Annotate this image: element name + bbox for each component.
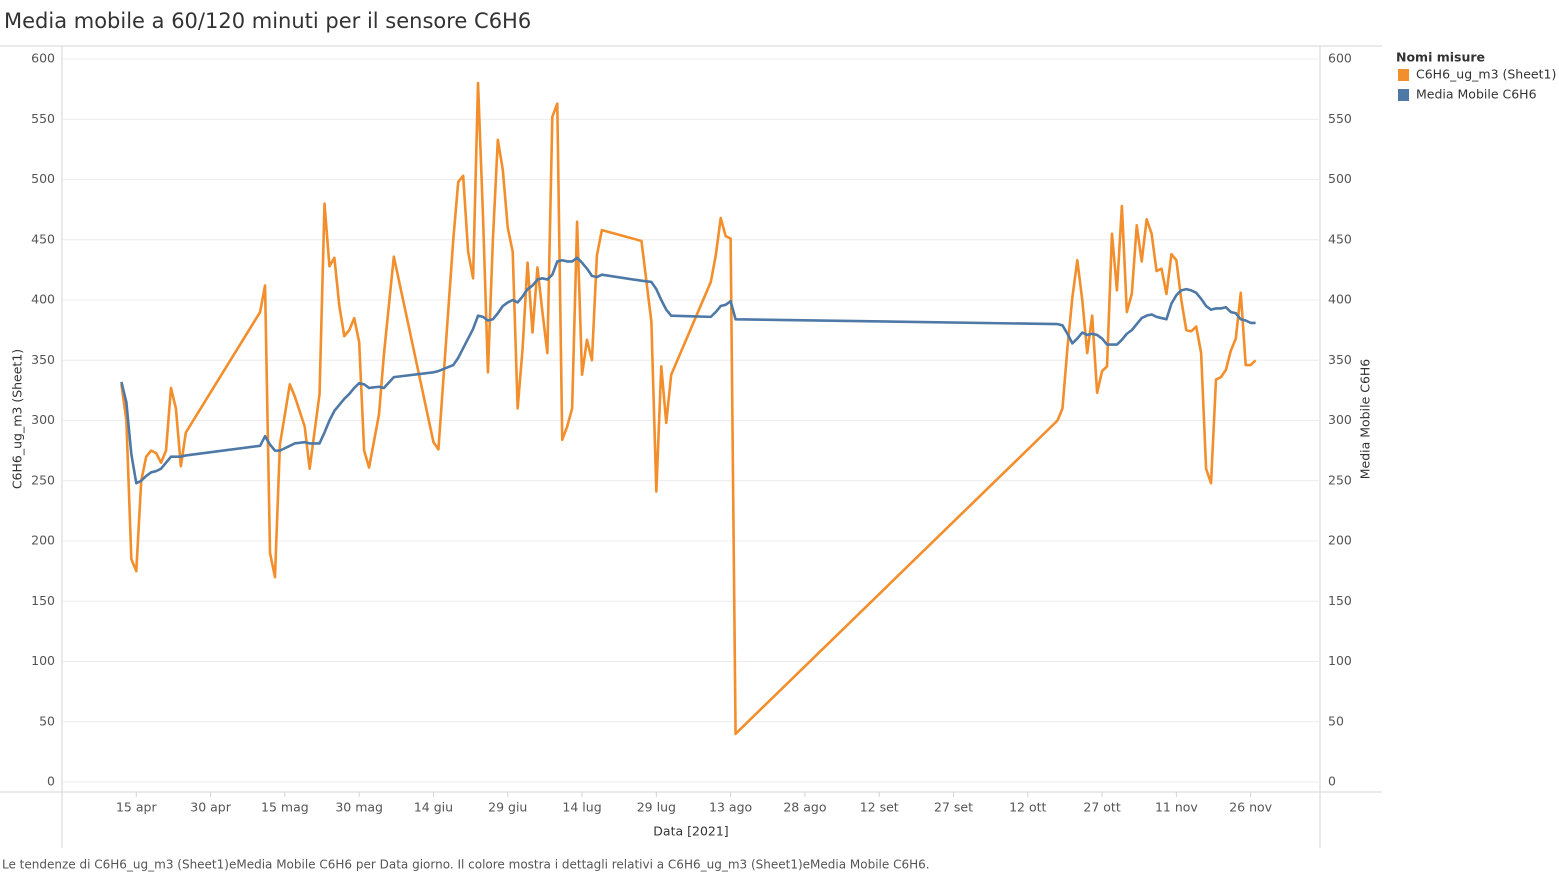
- x-tick-label: 30 apr: [190, 800, 231, 815]
- y-tick-label: 300: [31, 412, 55, 427]
- legend-swatch: [1398, 89, 1409, 101]
- y-tick-label: 550: [31, 111, 55, 126]
- x-tick-label: 30 mag: [335, 800, 383, 815]
- series-line: [120, 81, 1257, 736]
- y-tick-label: 50: [39, 713, 55, 728]
- y2-tick-label: 500: [1328, 171, 1352, 186]
- y2-tick-label: 600: [1328, 51, 1352, 66]
- y2-axis-title: Media Mobile C6H6: [1358, 359, 1373, 480]
- x-tick-label: 15 mag: [261, 800, 309, 815]
- x-tick-label: 11 nov: [1155, 800, 1198, 815]
- x-tick-label: 29 lug: [637, 800, 676, 815]
- y-tick-label: 600: [31, 51, 55, 66]
- y-axis-title: C6H6_ug_m3 (Sheet1): [10, 349, 25, 489]
- x-tick-label: 27 ott: [1083, 800, 1120, 815]
- x-tick-label: 14 lug: [562, 800, 601, 815]
- y2-tick-label: 150: [1328, 593, 1352, 608]
- x-tick-label: 12 ott: [1009, 800, 1046, 815]
- y2-tick-label: 200: [1328, 533, 1352, 548]
- legend-swatch: [1398, 69, 1409, 81]
- y-tick-label: 500: [31, 171, 55, 186]
- y-tick-label: 0: [47, 774, 55, 789]
- y-tick-label: 100: [31, 653, 55, 668]
- x-tick-label: 15 apr: [116, 800, 157, 815]
- y2-tick-label: 100: [1328, 653, 1352, 668]
- series-line: [120, 256, 1256, 485]
- x-tick-label: 14 giu: [414, 800, 453, 815]
- x-axis-title: Data [2021]: [653, 824, 728, 839]
- y-tick-label: 150: [31, 593, 55, 608]
- y2-tick-label: 50: [1328, 713, 1344, 728]
- chart-title: Media mobile a 60/120 minuti per il sens…: [4, 9, 531, 33]
- y-tick-label: 450: [31, 231, 55, 246]
- caption: Le tendenze di C6H6_ug_m3 (Sheet1)eMedia…: [2, 858, 930, 872]
- x-tick-label: 27 set: [934, 800, 973, 815]
- x-tick-label: 13 ago: [709, 800, 752, 815]
- y-tick-label: 350: [31, 352, 55, 367]
- x-tick-label: 28 ago: [783, 800, 826, 815]
- x-tick-label: 29 giu: [488, 800, 527, 815]
- y2-tick-label: 300: [1328, 412, 1352, 427]
- y-tick-label: 250: [31, 472, 55, 487]
- legend-title: Nomi misure: [1396, 50, 1485, 65]
- x-tick-label: 26 nov: [1229, 800, 1272, 815]
- y2-tick-label: 450: [1328, 231, 1352, 246]
- legend-label: Media Mobile C6H6: [1416, 87, 1537, 102]
- y2-tick-label: 250: [1328, 472, 1352, 487]
- x-tick-label: 12 set: [860, 800, 899, 815]
- legend-label: C6H6_ug_m3 (Sheet1): [1416, 67, 1556, 82]
- y2-tick-label: 350: [1328, 352, 1352, 367]
- y2-tick-label: 550: [1328, 111, 1352, 126]
- y-tick-label: 200: [31, 533, 55, 548]
- y2-tick-label: 0: [1328, 774, 1336, 789]
- y2-tick-label: 400: [1328, 292, 1352, 307]
- y-tick-label: 400: [31, 292, 55, 307]
